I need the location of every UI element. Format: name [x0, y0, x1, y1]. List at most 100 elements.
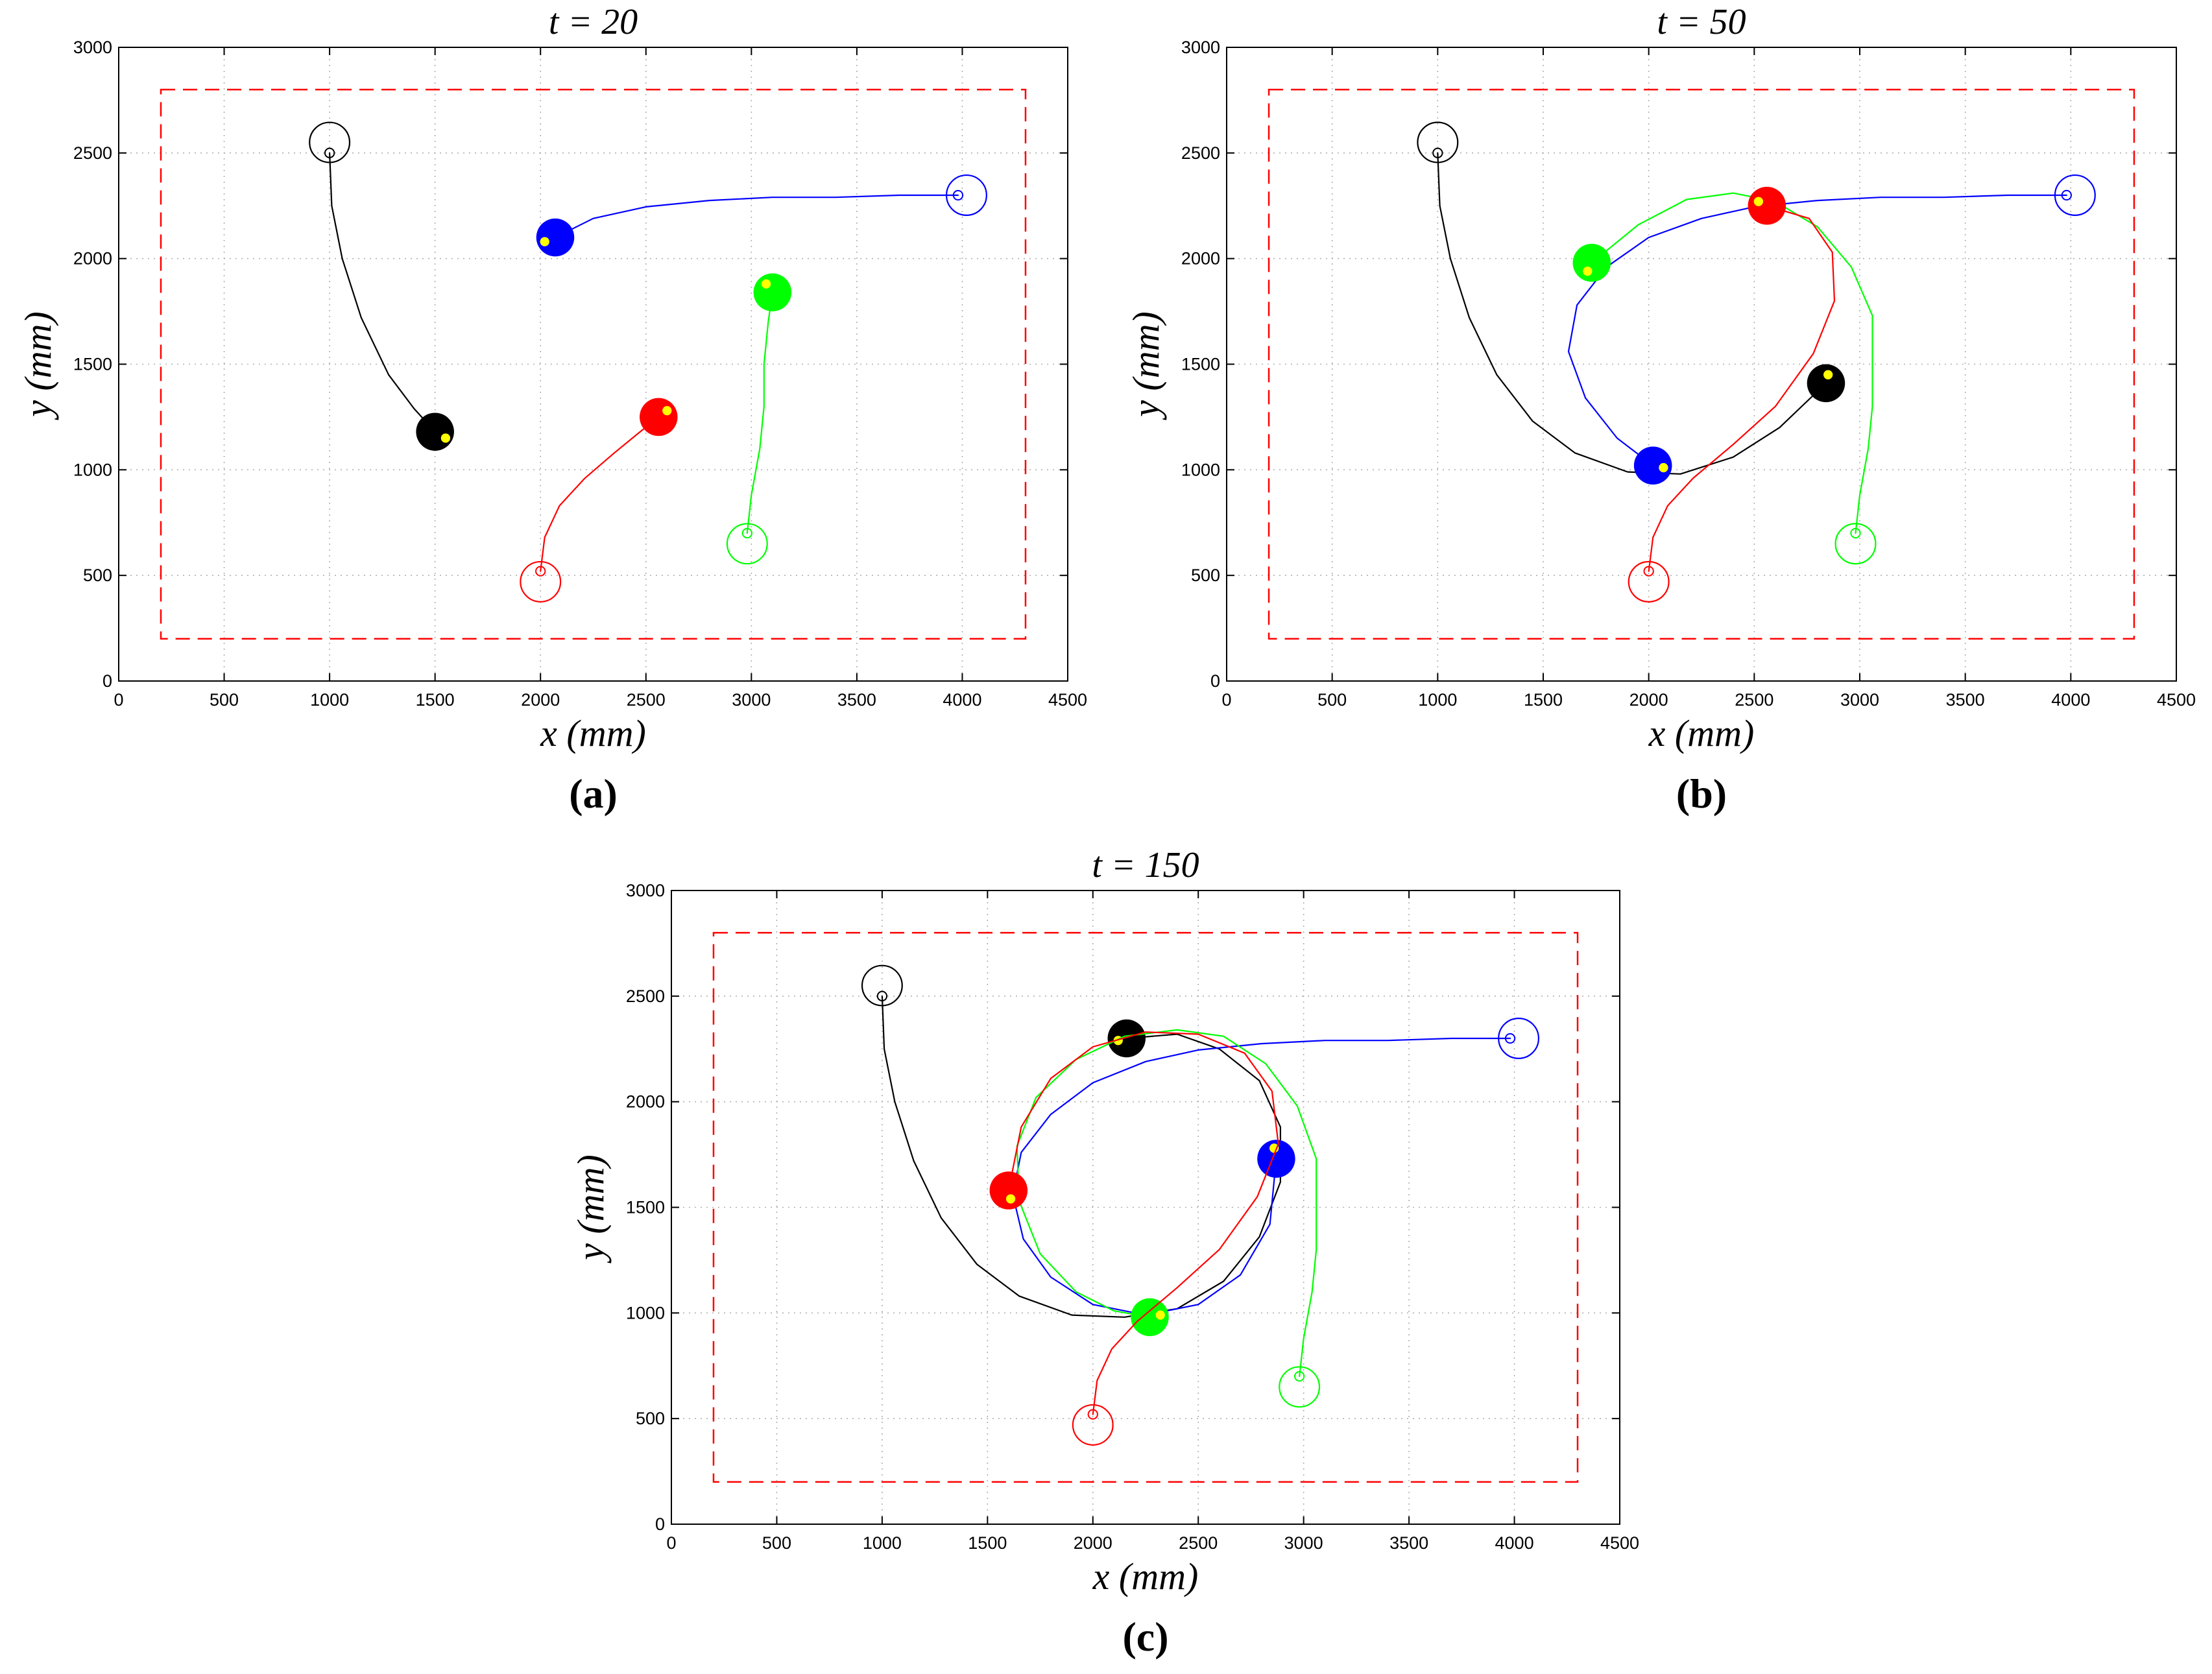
x-tick-label: 2000 — [1629, 690, 1668, 710]
start-origin-blue — [952, 189, 964, 201]
chart-title: t = 50 — [1657, 2, 1746, 42]
y-tick-label: 2000 — [1181, 249, 1220, 269]
x-tick-label: 2500 — [627, 690, 666, 710]
y-axis-label: y (mm) — [17, 311, 59, 420]
robot-heading-red — [662, 405, 672, 416]
start-marker-black — [861, 964, 903, 1007]
start-origin-red — [1087, 1409, 1098, 1420]
y-axis-label: y (mm) — [1125, 311, 1167, 420]
x-tick-label: 0 — [666, 1533, 676, 1553]
trajectory-blue — [1567, 194, 2067, 466]
x-tick-label: 500 — [762, 1533, 791, 1553]
y-tick-label: 2500 — [626, 986, 665, 1006]
robot-blue — [1257, 1140, 1295, 1178]
start-marker-blue — [1498, 1018, 1540, 1059]
y-tick-label: 1000 — [1181, 460, 1220, 479]
start-marker-blue — [945, 174, 987, 216]
start-origin-red — [1643, 566, 1654, 577]
start-origin-blue — [1504, 1033, 1516, 1044]
boundary-rect — [712, 931, 1579, 1483]
panel-caption: (a) — [569, 771, 618, 817]
x-tick-label: 1000 — [1418, 690, 1457, 710]
start-origin-red — [535, 566, 546, 577]
y-axis-label: y (mm) — [570, 1154, 612, 1263]
x-tick-label: 4500 — [1600, 1533, 1639, 1553]
robot-heading-green — [1155, 1310, 1165, 1320]
chart-title: t = 20 — [549, 2, 638, 42]
boundary-rect — [160, 88, 1027, 640]
x-tick-label: 3500 — [1946, 690, 1985, 710]
panel-c: 0 500 1000 1500 2000 2500 3000 3500 4000 4500 0 500… — [570, 845, 1639, 1660]
trajectory-blue — [554, 194, 959, 239]
x-tick-label: 0 — [1221, 690, 1231, 710]
panel-caption: (c) — [1122, 1614, 1168, 1660]
trajectory-blue — [1012, 1037, 1511, 1316]
x-axis-label: x (mm) — [1648, 712, 1755, 754]
y-tick-label: 500 — [1191, 566, 1220, 585]
robot-heading-blue — [540, 237, 549, 246]
y-tick-label: 3000 — [626, 881, 665, 900]
trajectory-green — [1591, 192, 1873, 534]
start-marker-black — [1417, 121, 1459, 163]
start-origin-black — [1432, 147, 1443, 158]
y-tick-label: 3000 — [1181, 38, 1220, 57]
x-tick-label: 3000 — [732, 690, 771, 710]
x-tick-label: 1000 — [863, 1533, 902, 1553]
robot-blue — [1633, 446, 1672, 485]
x-tick-label: 4500 — [1048, 690, 1087, 710]
start-marker-red — [1628, 560, 1670, 603]
x-tick-label: 4500 — [2157, 690, 2196, 710]
panel-b: 0 500 1000 1500 2000 2500 3000 3500 4000 4500 0 500… — [1125, 2, 2196, 817]
y-tick-label: 2500 — [73, 143, 112, 163]
panel-caption: (b) — [1676, 771, 1727, 817]
start-marker-red — [1072, 1404, 1114, 1446]
robot-heading-black — [1823, 370, 1833, 379]
x-tick-label: 2000 — [1074, 1533, 1112, 1553]
start-marker-green — [1834, 523, 1877, 565]
robot-heading-red — [1005, 1194, 1016, 1204]
robot-heading-green — [1583, 267, 1593, 276]
boundary-rect — [1268, 88, 2135, 640]
robot-red — [989, 1171, 1028, 1210]
robot-heading-blue — [1659, 462, 1668, 473]
y-tick-label: 1500 — [1181, 355, 1220, 374]
x-tick-label: 2500 — [1179, 1533, 1218, 1553]
start-marker-blue — [2054, 174, 2096, 216]
x-tick-label: 4000 — [943, 690, 981, 710]
start-origin-green — [741, 527, 752, 539]
start-origin-black — [324, 147, 335, 158]
y-tick-label: 1000 — [626, 1303, 665, 1322]
robot-black — [1107, 1019, 1146, 1058]
robot-green — [1131, 1298, 1169, 1337]
x-tick-label: 2500 — [1735, 690, 1773, 710]
x-tick-label: 3000 — [1840, 690, 1879, 710]
start-origin-green — [1294, 1370, 1305, 1382]
y-tick-label: 500 — [83, 566, 112, 585]
y-tick-label: 2000 — [73, 249, 112, 269]
x-tick-label: 4000 — [1495, 1533, 1534, 1553]
trajectory-black — [881, 995, 1281, 1318]
x-tick-label: 1000 — [310, 690, 349, 710]
robot-blue — [536, 218, 575, 257]
x-tick-label: 500 — [1317, 690, 1347, 710]
trajectory-red — [1648, 205, 1836, 572]
x-tick-label: 3000 — [1284, 1533, 1323, 1553]
robot-green — [753, 273, 792, 312]
y-tick-label: 0 — [1210, 671, 1220, 691]
trajectory-green — [1016, 1029, 1317, 1378]
x-axis-label: x (mm) — [540, 712, 646, 754]
start-origin-black — [876, 990, 888, 1001]
y-tick-label: 2000 — [626, 1092, 665, 1112]
x-tick-label: 4000 — [2051, 690, 2090, 710]
chart-title: t = 150 — [1092, 845, 1199, 885]
y-tick-label: 0 — [102, 671, 112, 691]
robot-heading-green — [761, 279, 771, 289]
x-tick-label: 3500 — [1389, 1533, 1428, 1553]
x-tick-label: 0 — [114, 690, 123, 710]
trajectory-black — [329, 152, 436, 433]
robot-red — [1748, 186, 1786, 225]
robot-black — [416, 413, 454, 451]
y-tick-label: 1500 — [73, 355, 112, 374]
start-origin-blue — [2061, 189, 2072, 201]
